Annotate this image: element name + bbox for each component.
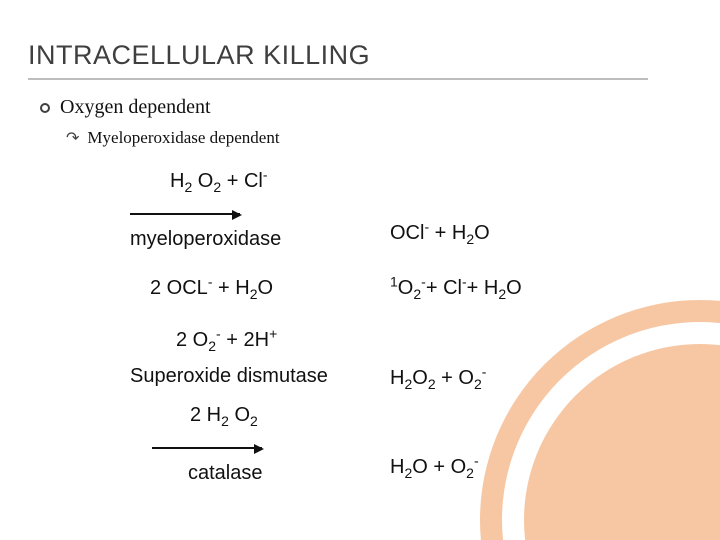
t: O	[398, 277, 414, 299]
t: 2 O	[176, 329, 208, 351]
eq3-label: Superoxide dismutase	[130, 365, 380, 388]
eq4-label: catalase	[130, 462, 380, 485]
eq3-label-row: Superoxide dismutase H2O2 + O2-	[130, 363, 670, 392]
t: 2	[213, 179, 221, 195]
t: O	[506, 277, 522, 299]
t: 2	[208, 338, 216, 354]
t: + H	[467, 277, 499, 299]
eq4-left: 2 H2 O2	[130, 402, 380, 428]
t: 2	[413, 286, 421, 302]
t: + Cl	[426, 277, 462, 299]
t: O	[192, 170, 213, 192]
eq4-right: H2O + O2-	[390, 454, 640, 480]
eq1-row: H2 O2 + Cl-	[130, 168, 670, 194]
t: 2	[250, 286, 258, 302]
t: + Cl	[221, 170, 263, 192]
title-underline	[28, 78, 648, 80]
t: O + O	[412, 456, 466, 478]
eq4-arrow-row: catalase H2O + O2-	[130, 434, 670, 499]
eq2-left: 2 OCL- + H2O	[130, 275, 380, 301]
eq2-right: 1O2-+ Cl-+ H2O	[390, 275, 640, 301]
eq3-right: H2O2 + O2-	[390, 365, 640, 391]
eq4-arrow	[130, 434, 380, 460]
eq1-label: myeloperoxidase	[130, 228, 380, 251]
bullet-level-2: ↷ Myeloperoxidase dependent	[66, 128, 280, 148]
t: + 2H	[221, 329, 269, 351]
t: 2	[428, 376, 436, 392]
equations-block: H2 O2 + Cl- myeloperoxidase OCl- + H2O 2…	[130, 168, 670, 509]
bullet-level-1: Oxygen dependent	[40, 96, 211, 119]
t: 2 OCL	[150, 277, 208, 299]
t: + O	[436, 367, 474, 389]
t: 2	[466, 465, 474, 481]
reaction-arrow-icon	[152, 447, 262, 449]
t: + H	[212, 277, 249, 299]
eq2-row: 2 OCL- + H2O 1O2-+ Cl-+ H2O	[130, 275, 670, 301]
eq4-row: 2 H2 O2	[130, 402, 670, 428]
t: O	[474, 222, 490, 244]
t: + H	[429, 222, 466, 244]
t: -	[482, 363, 487, 379]
t: O	[258, 277, 274, 299]
t: 2	[250, 413, 258, 429]
t: OCl	[390, 222, 424, 244]
eq1-right: OCl- + H2O	[390, 220, 640, 246]
t: H	[390, 367, 404, 389]
t: +	[269, 325, 277, 341]
t: 2	[498, 286, 506, 302]
t: 1	[390, 273, 398, 289]
reaction-arrow-icon	[130, 213, 240, 215]
t: 2	[466, 231, 474, 247]
bullet1-text: Oxygen dependent	[60, 96, 211, 119]
t: 2	[221, 413, 229, 429]
eq3-row: 2 O2- + 2H+	[130, 327, 670, 353]
t: O	[229, 404, 250, 426]
page-title: INTRACELLULAR KILLING	[28, 40, 370, 71]
eq1-arrow	[130, 200, 380, 226]
t: H	[390, 456, 404, 478]
arrow-bullet-icon: ↷	[66, 128, 79, 148]
eq1-arrow-row: myeloperoxidase OCl- + H2O	[130, 200, 670, 265]
t: 2	[474, 376, 482, 392]
eq1-left: H2 O2 + Cl-	[130, 168, 380, 194]
t: -	[474, 452, 479, 468]
t: 2 H	[190, 404, 221, 426]
bullet2-text: Myeloperoxidase dependent	[87, 128, 279, 148]
t: H	[170, 170, 184, 192]
eq3-left: 2 O2- + 2H+	[130, 327, 380, 353]
circle-bullet-icon	[40, 103, 50, 113]
slide: INTRACELLULAR KILLING Oxygen dependent ↷…	[0, 0, 720, 540]
t: -	[263, 166, 268, 182]
t: O	[412, 367, 428, 389]
